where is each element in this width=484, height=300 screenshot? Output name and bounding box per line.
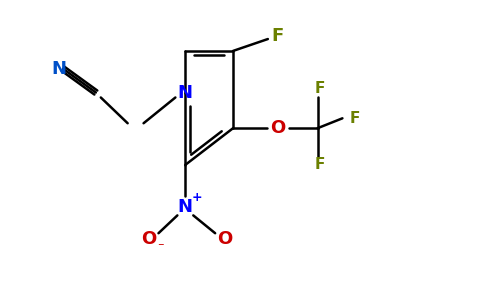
Text: +: + (192, 191, 203, 204)
Text: O: O (217, 230, 233, 248)
Text: ⁻: ⁻ (157, 241, 164, 254)
Text: F: F (272, 27, 284, 45)
Text: N: N (178, 199, 193, 217)
Text: F: F (315, 158, 325, 172)
Text: F: F (349, 111, 360, 126)
Text: N: N (52, 60, 67, 78)
Text: O: O (270, 119, 286, 137)
Text: F: F (315, 81, 325, 96)
Text: O: O (141, 230, 156, 248)
Text: N: N (178, 83, 193, 101)
